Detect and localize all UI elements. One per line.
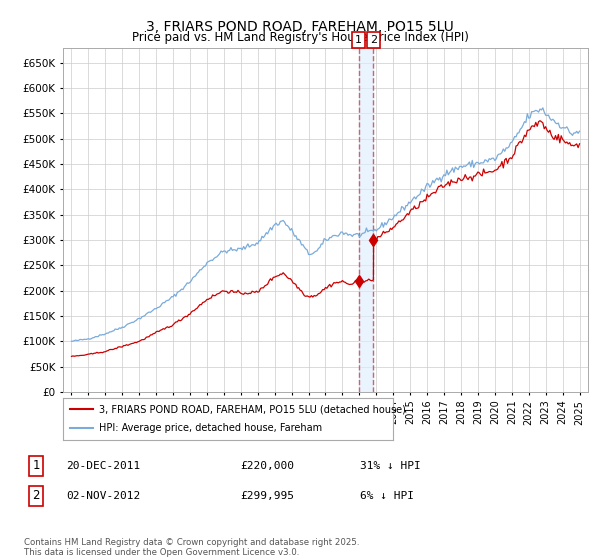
Text: £299,995: £299,995 [240,491,294,501]
Text: £220,000: £220,000 [240,461,294,471]
Text: 31% ↓ HPI: 31% ↓ HPI [360,461,421,471]
Text: 02-NOV-2012: 02-NOV-2012 [66,491,140,501]
Text: Price paid vs. HM Land Registry's House Price Index (HPI): Price paid vs. HM Land Registry's House … [131,31,469,44]
Text: 3, FRIARS POND ROAD, FAREHAM, PO15 5LU: 3, FRIARS POND ROAD, FAREHAM, PO15 5LU [146,20,454,34]
Text: 1: 1 [355,35,362,45]
Text: 6% ↓ HPI: 6% ↓ HPI [360,491,414,501]
Text: HPI: Average price, detached house, Fareham: HPI: Average price, detached house, Fare… [100,423,322,433]
Text: 2: 2 [32,489,40,502]
Text: Contains HM Land Registry data © Crown copyright and database right 2025.
This d: Contains HM Land Registry data © Crown c… [24,538,359,557]
Text: 2: 2 [370,35,377,45]
Text: 3, FRIARS POND ROAD, FAREHAM, PO15 5LU (detached house): 3, FRIARS POND ROAD, FAREHAM, PO15 5LU (… [100,404,406,414]
Bar [359,48,373,392]
Text: 20-DEC-2011: 20-DEC-2011 [66,461,140,471]
Text: 1: 1 [32,459,40,473]
